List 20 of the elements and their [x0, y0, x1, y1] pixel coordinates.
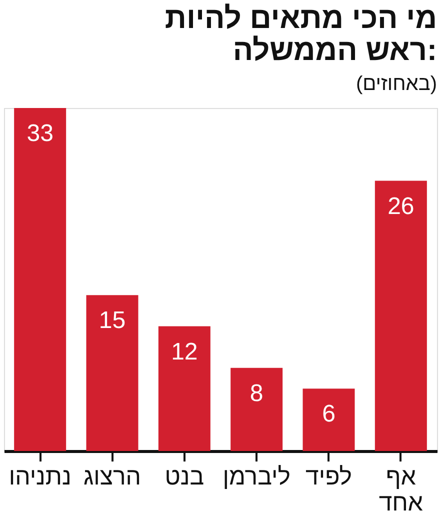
data-label: 8	[250, 380, 264, 407]
chart-title: מי הכי מתאים להיות ראש הממשלה:	[164, 2, 437, 67]
data-label: 12	[171, 338, 198, 366]
data-label: 6	[322, 400, 336, 428]
bar	[302, 388, 355, 451]
bar	[158, 326, 210, 451]
x-tick-label: בנט	[164, 464, 204, 490]
data-label: 26	[388, 192, 414, 220]
x-tick-label: ליברמן	[222, 464, 290, 490]
x-tick-label: לפיד	[306, 464, 352, 490]
chart-subtitle: (באחוזים)	[356, 73, 437, 95]
data-label: 33	[26, 120, 54, 147]
x-tick-label: נתניהו	[8, 464, 72, 490]
x-tick-label: אף אחד	[378, 464, 424, 516]
bar	[374, 180, 427, 451]
x-tick-label: הרצוג	[84, 464, 141, 490]
bar	[86, 295, 138, 451]
bar	[14, 108, 66, 451]
bar	[230, 368, 283, 451]
data-label: 15	[98, 307, 126, 334]
